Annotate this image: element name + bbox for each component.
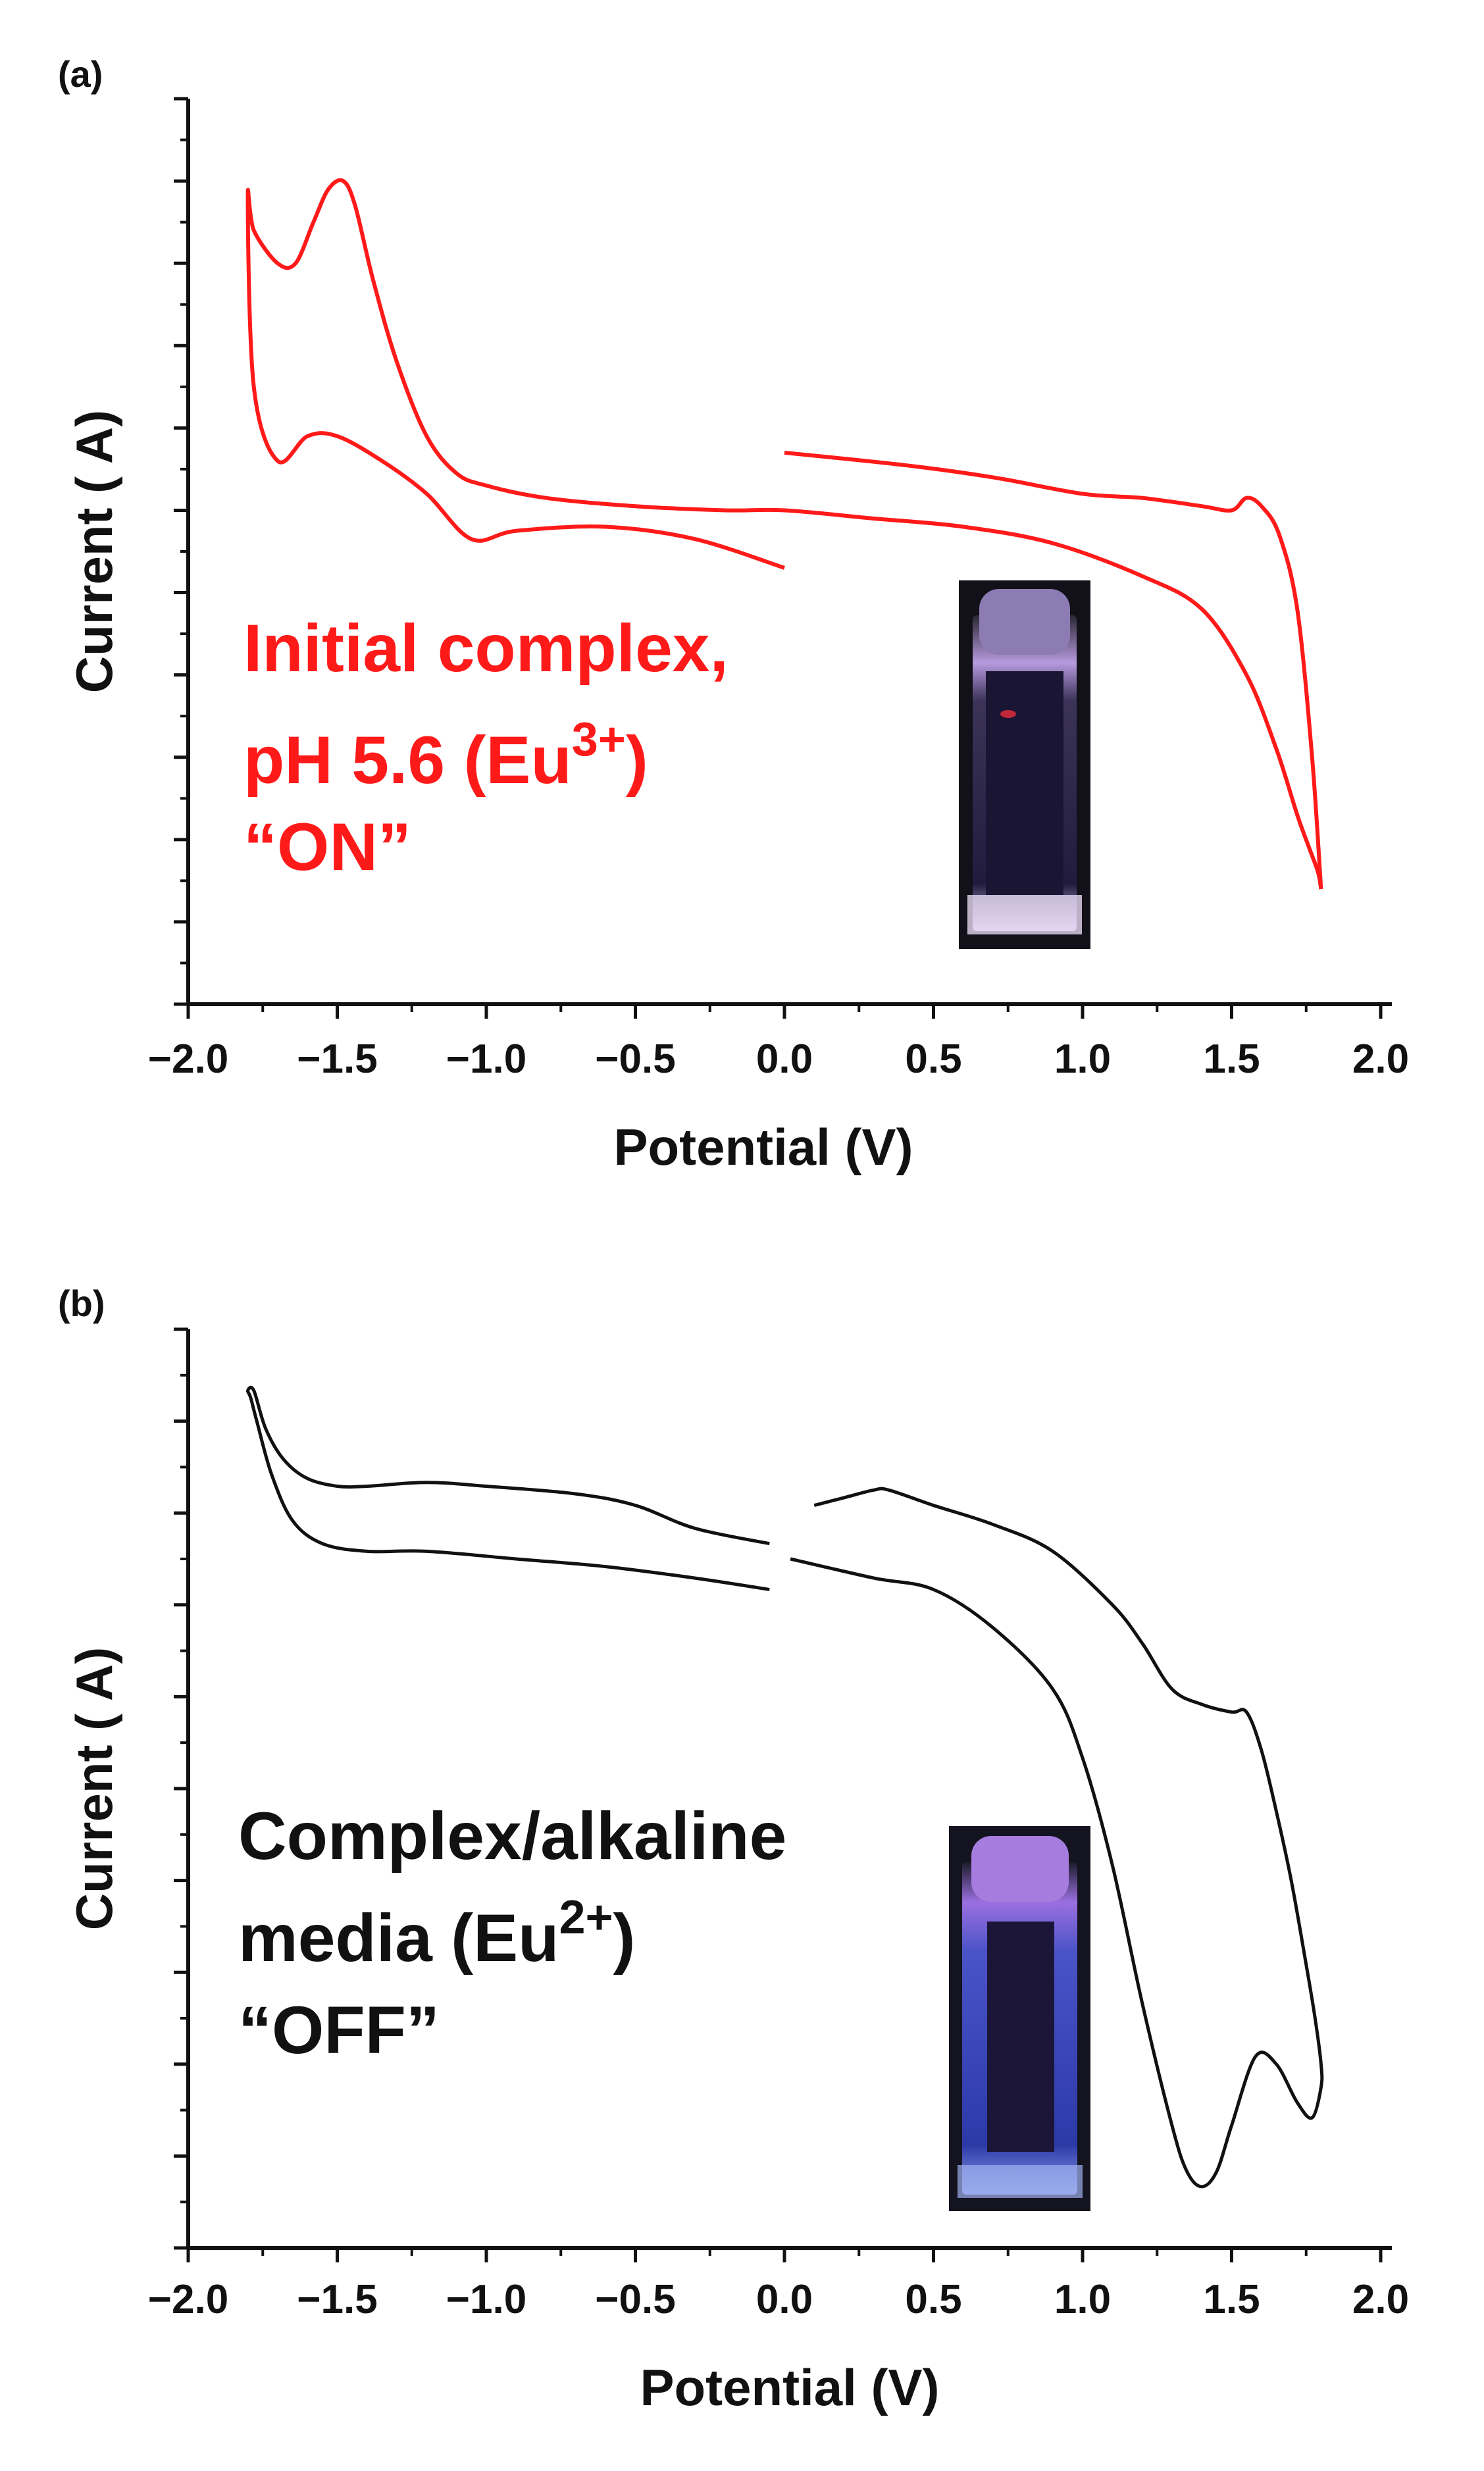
annotation-b-line2-post: ) [613, 1900, 636, 1975]
annotation-a-line2-pre: pH 5.6 (Eu [243, 723, 572, 798]
x-tick-label: 0.5 [905, 1036, 961, 1082]
x-tick-label: −1.0 [446, 1036, 526, 1082]
x-ticks-a: −2.0 −1.5 −1.0 −0.5 0.0 0.5 1.0 1.5 2.0 [148, 1004, 1409, 1082]
cv-curve-segment-1 [246, 1385, 770, 1591]
x-tick-label: 1.5 [1203, 2277, 1260, 2322]
annotation-b-line3: “OFF” [238, 1993, 440, 2068]
x-ticks-b: −2.0 −1.5 −1.0 −0.5 0.0 0.5 1.0 1.5 2.0 [148, 2248, 1409, 2322]
cv-curve-segment-2 [790, 1487, 1324, 2189]
annotation-b-sup: 2+ [559, 1891, 613, 1944]
cv-curve-segment-1 [245, 178, 1323, 890]
x-tick-label: −0.5 [595, 2277, 675, 2322]
annotation-a-sup: 3+ [572, 713, 626, 766]
x-tick-label: 1.5 [1203, 1036, 1260, 1082]
annotation-b: Complex/alkaline media (Eu2+) “OFF” [238, 1798, 786, 2068]
annotation-a-line1: Initial complex, [243, 611, 729, 686]
annotation-b-line2: media (Eu2+) [238, 1891, 636, 1975]
series-b [246, 1385, 1324, 2189]
annotation-a: Initial complex, pH 5.6 (Eu3+) “ON” [243, 611, 729, 884]
cv-curve-segment-2 [784, 450, 1323, 890]
y-ticks-a [174, 97, 188, 1006]
annotation-a-line3: “ON” [243, 809, 411, 884]
annotation-a-line2: pH 5.6 (Eu3+) [243, 713, 648, 798]
y-axis-title-a: Current ( A) [65, 410, 123, 693]
x-tick-label: 0.0 [756, 2277, 813, 2322]
annotation-a-line2-post: ) [626, 723, 648, 798]
x-tick-label: −0.5 [595, 1036, 675, 1082]
vial-photo-off [949, 1826, 1090, 2211]
x-tick-label: −1.5 [297, 1036, 377, 1082]
x-tick-label: 1.0 [1054, 1036, 1111, 1082]
y-ticks-b [174, 1327, 188, 2250]
x-tick-label: −2.0 [148, 1036, 228, 1082]
x-tick-label: 1.0 [1054, 2277, 1111, 2322]
x-tick-label: 2.0 [1352, 2277, 1409, 2322]
x-tick-label: 2.0 [1352, 1036, 1409, 1082]
panel-label-a: (a) [58, 53, 103, 95]
x-tick-label: −1.0 [446, 2277, 526, 2322]
annotation-b-line1: Complex/alkaline [238, 1798, 786, 1873]
y-axis-title-b: Current ( A) [65, 1647, 123, 1930]
vial-photo-on [959, 580, 1090, 949]
x-tick-label: −1.5 [297, 2277, 377, 2322]
x-axis-title-b: Potential (V) [640, 2358, 939, 2416]
annotation-b-line2-pre: media (Eu [238, 1900, 559, 1975]
x-axis-title-a: Potential (V) [613, 1118, 913, 1176]
panel-label-b: (b) [58, 1283, 105, 1324]
x-tick-label: 0.5 [905, 2277, 961, 2322]
x-tick-label: −2.0 [148, 2277, 228, 2322]
x-tick-label: 0.0 [756, 1036, 813, 1082]
panel-a: (a) −2.0 −1.5 −1.0 −0.5 0.0 0.5 1.0 1.5 2.0 Curr… [58, 53, 1409, 1176]
series-a [245, 178, 1323, 890]
panel-b: (b) −2.0 −1.5 −1.0 −0.5 0.0 0.5 1.0 1.5 2.0 Curr… [58, 1283, 1409, 2416]
